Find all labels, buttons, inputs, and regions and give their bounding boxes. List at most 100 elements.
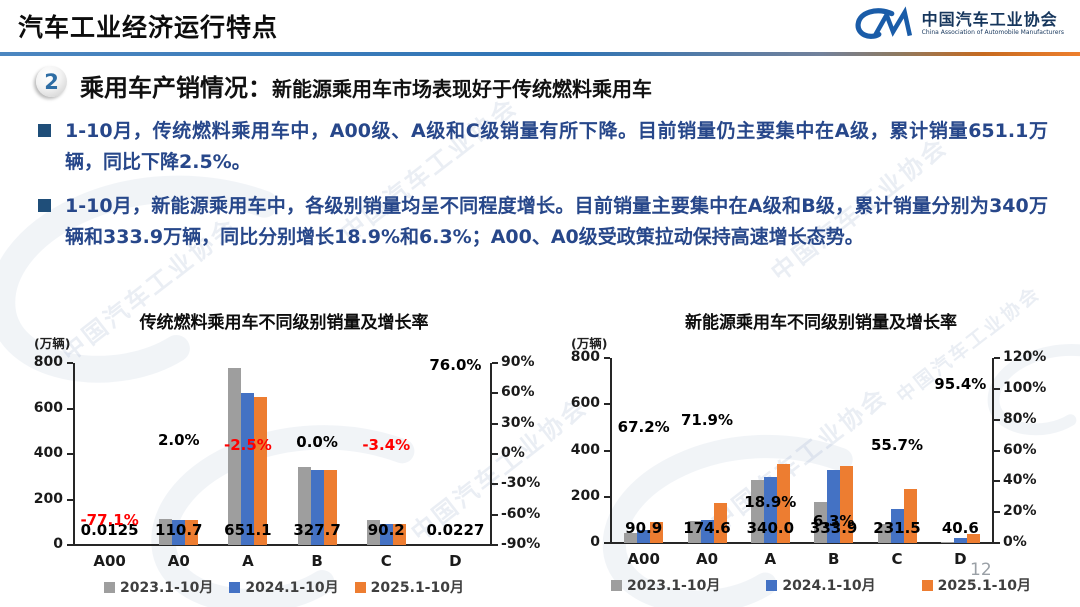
legend-item: 2025.1-10月 — [921, 575, 1031, 595]
growth-label: 0.0% — [296, 433, 338, 451]
bar — [877, 523, 891, 543]
y-axis-tick — [994, 387, 1000, 390]
value-label: 90.9 — [625, 519, 663, 537]
value-label: 90.2 — [367, 521, 405, 539]
category-label: A0 — [695, 550, 719, 568]
chart-title: 传统燃料乘用车不同级别销量及增长率 — [139, 313, 429, 333]
bar — [172, 520, 186, 545]
bar — [840, 465, 854, 543]
y-axis-tick-label: 800 — [570, 349, 600, 365]
y-axis-tick-label: 90% — [501, 354, 535, 370]
bar — [903, 489, 917, 543]
legend-label: 2024.1-10月 — [782, 578, 876, 594]
growth-label: -3.4% — [362, 436, 411, 455]
y-axis-tick-label: 80% — [1003, 410, 1037, 427]
growth-label: 55.7% — [870, 436, 924, 455]
bar — [392, 524, 406, 545]
value-label: 327.7 — [293, 521, 341, 539]
caam-logo-icon — [855, 6, 912, 39]
bar — [827, 470, 841, 543]
category-label: C — [380, 552, 392, 570]
y-axis-tick — [67, 407, 73, 410]
chart-plot-area: 0 200 400 600 800 -90% -60% -30% 0% 30% 60% 90% A00 A… — [34, 354, 541, 570]
y-axis-tick — [67, 544, 73, 546]
bar — [379, 523, 393, 545]
caam-logo: 中国汽车工业协会 China Association of Automobile… — [853, 5, 1064, 43]
y-axis-tick-label: 40% — [1003, 472, 1037, 489]
y-axis-tick-label: 800 — [33, 354, 63, 370]
growth-label: 2.0% — [157, 430, 200, 449]
bar — [228, 367, 242, 545]
section-heading: 乘用车产销情况：新能源乘用车市场表现好于传统燃料乘用车 — [80, 68, 652, 103]
bar — [687, 521, 701, 543]
legend-swatch-icon — [354, 581, 366, 593]
y-axis-tick — [492, 422, 498, 425]
y-axis-tick-label: -60% — [501, 505, 541, 522]
chart-title: 新能源乘用车不同级别销量及增长率 — [685, 313, 957, 333]
y-axis-tick-label: 600 — [33, 399, 63, 416]
legend-swatch-icon — [921, 579, 933, 591]
bar — [890, 508, 904, 543]
legend-label: 2023.1-10月 — [120, 580, 214, 596]
value-label: 333.9 — [809, 519, 858, 537]
y-axis-tick — [604, 495, 610, 498]
y-axis-tick — [604, 357, 610, 359]
bar — [637, 530, 651, 543]
y-axis-right — [490, 363, 492, 545]
bar — [366, 519, 380, 545]
chart-new-energy: 新能源乘用车不同级别销量及增长率 (万辆) 0 200 400 600 800 0% 20%… — [565, 306, 1077, 606]
y-axis-tick-label: 400 — [570, 441, 600, 458]
chart-traditional-fuel: 传统燃料乘用车不同级别销量及增长率 (万辆) 0 200 400 600 800 -90%… — [28, 306, 541, 606]
growth-label: 76.0% — [429, 356, 482, 375]
y-axis-tick-label: 0% — [501, 445, 525, 461]
bar — [650, 521, 664, 543]
legend-swatch-icon — [229, 581, 241, 593]
bar — [241, 393, 255, 545]
bullet-list: 1-10月，传统燃料乘用车中，A00级、A级和C级销量有所下降。目前销量仍主要集… — [38, 116, 1048, 266]
category-label: C — [891, 550, 903, 568]
section-number-badge: 2 — [36, 66, 67, 97]
y-axis-left — [73, 363, 75, 545]
bar — [713, 502, 727, 543]
growth-label: -77.1% — [80, 510, 139, 529]
bullet-square-icon — [38, 124, 51, 137]
bullet-item: 1-10月，传统燃料乘用车中，A00级、A级和C级销量有所下降。目前销量仍主要集… — [38, 116, 1048, 178]
bar — [159, 519, 173, 545]
page-title: 汽车工业经济运行特点 — [18, 13, 279, 42]
y-axis-tick — [67, 362, 73, 364]
bar — [323, 470, 337, 545]
y-axis-tick — [994, 357, 1000, 359]
chart-legend: 2023.1-10月 2024.1-10月 2025.1-10月 — [28, 577, 540, 597]
y-axis-tick — [994, 449, 1000, 452]
legend-item: 2024.1-10月 — [766, 575, 876, 595]
y-axis-tick — [994, 418, 1000, 421]
bar — [185, 519, 199, 545]
bullet-text: 1-10月，新能源乘用车中，各级别销量均呈不同程度增长。目前销量主要集中在A级和… — [65, 195, 1048, 248]
legend-item: 2025.1-10月 — [354, 577, 464, 597]
category-label: D — [449, 552, 462, 570]
y-axis-tick — [67, 453, 73, 455]
value-label: 231.5 — [873, 519, 921, 537]
y-axis-tick-label: 100% — [1003, 379, 1047, 396]
legend-label: 2024.1-10月 — [245, 580, 339, 596]
chart-unit-label: (万辆) — [571, 336, 608, 351]
legend-item: 2023.1-10月 — [104, 577, 213, 597]
y-axis-tick — [994, 480, 1000, 483]
y-axis-tick-label: 400 — [33, 445, 63, 461]
y-axis-tick — [994, 542, 1000, 544]
value-label: 651.1 — [224, 521, 272, 539]
section-heading-sub: 新能源乘用车市场表现好于传统燃料乘用车 — [272, 77, 652, 101]
legend-label: 2025.1-10月 — [937, 578, 1031, 594]
bar — [750, 480, 764, 543]
y-axis-tick — [67, 498, 73, 501]
category-label: A — [764, 550, 777, 568]
y-axis-tick-label: 120% — [1003, 349, 1047, 365]
value-label: 340.0 — [746, 519, 795, 537]
value-label: 174.6 — [683, 519, 731, 537]
y-axis-tick — [492, 453, 498, 455]
bar — [310, 470, 324, 545]
bar — [624, 533, 638, 543]
legend-swatch-icon — [104, 581, 115, 593]
y-axis-left — [610, 358, 612, 543]
